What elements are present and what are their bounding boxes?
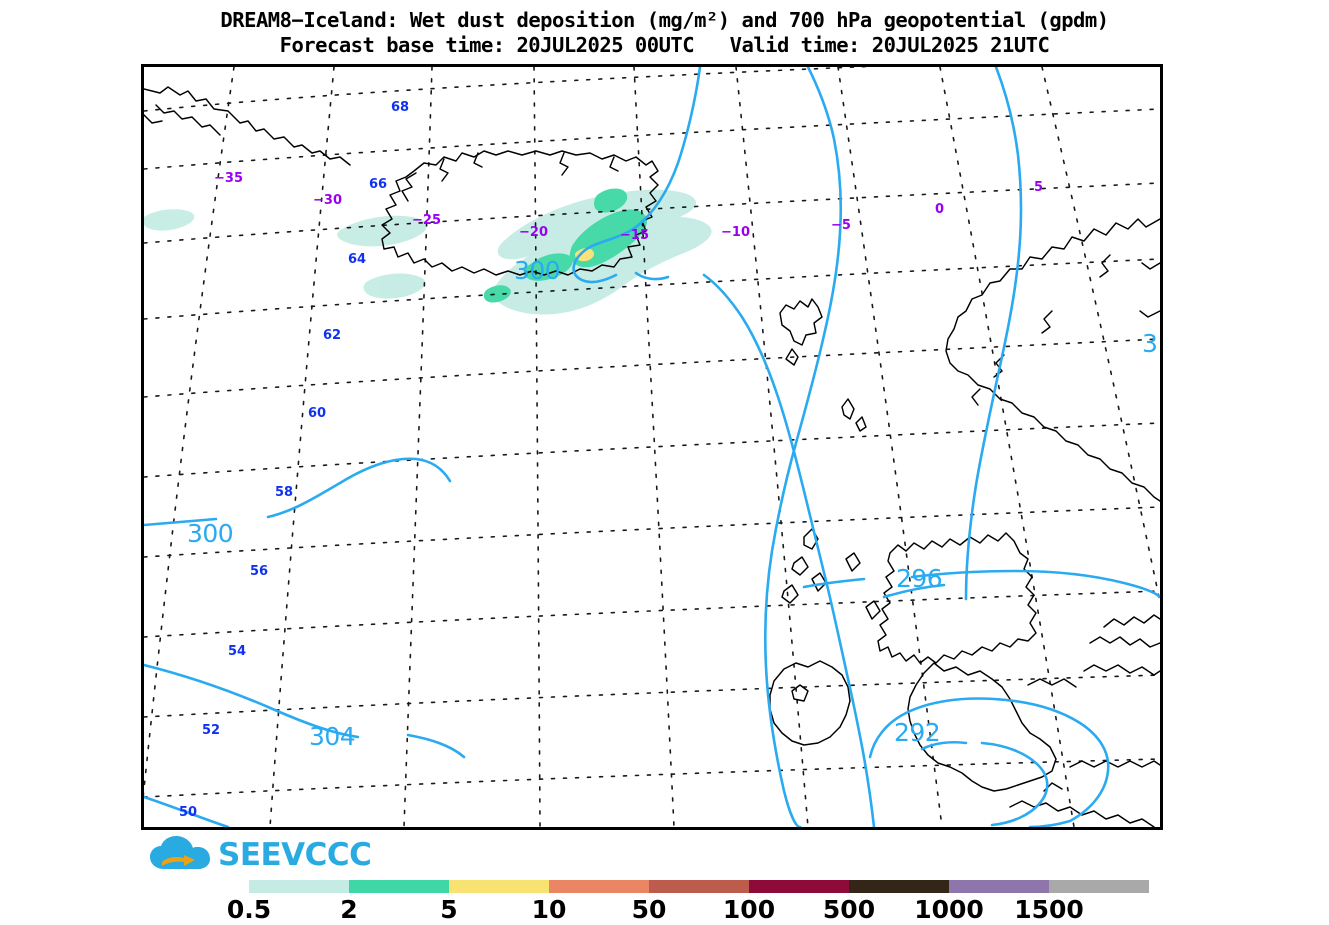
colorbar-strip	[249, 880, 1149, 893]
contour-label: 304	[309, 722, 356, 751]
colorbar-tick-label: 500	[822, 895, 876, 924]
page-subtitle: Forecast base time: 20JUL2025 00UTC Vali…	[279, 33, 1050, 57]
colorbar-segment	[949, 880, 1049, 893]
logo-text: SEEVCCC	[218, 836, 372, 873]
lon-label: −35	[214, 171, 243, 186]
colorbar-segment	[1049, 880, 1149, 893]
page-title: DREAM8−Iceland: Wet dust deposition (mg/…	[220, 8, 1109, 32]
contour-label: 300	[187, 519, 234, 548]
colorbar-segment	[749, 880, 849, 893]
colorbar-segment	[349, 880, 449, 893]
lat-label: 62	[323, 328, 342, 343]
lat-label: 54	[228, 644, 247, 659]
colorbar-tick-label: 10	[531, 895, 567, 924]
lat-label: 58	[275, 485, 294, 500]
cloud-icon	[148, 835, 212, 875]
map-canvas	[144, 67, 1160, 827]
dust-deposition-field	[144, 188, 712, 315]
contour-label: 292	[894, 718, 941, 747]
colorbar: 0.5 2 5 10 50 100 500 1000 1500	[0, 876, 1329, 925]
lat-label: 60	[308, 406, 327, 421]
contour-label: 3	[1142, 329, 1158, 358]
colorbar-tick-label: 2	[340, 895, 358, 924]
lat-label: 66	[369, 177, 388, 192]
colorbar-segment	[249, 880, 349, 893]
lon-label: −5	[831, 218, 851, 233]
lat-label: 68	[391, 100, 410, 115]
lat-label: 52	[202, 723, 221, 738]
lat-label: 64	[348, 252, 367, 267]
map-plot-area[interactable]: −35 −30 −25 −20 −15 −10 −5 0 5 68 66 64 …	[141, 64, 1163, 830]
colorbar-segment	[849, 880, 949, 893]
contour-label: 300	[514, 256, 561, 285]
geopotential-contours	[144, 67, 1160, 827]
colorbar-tick-label: 100	[722, 895, 776, 924]
colorbar-tick-label: 0.5	[226, 895, 272, 924]
lon-label: −20	[519, 225, 548, 240]
colorbar-tick-label: 1000	[914, 895, 984, 924]
lat-label: 56	[250, 564, 269, 579]
graticule-lines	[144, 67, 1160, 827]
lon-label: −15	[620, 228, 649, 243]
lon-label: 0	[935, 202, 945, 217]
lon-label: −30	[313, 193, 342, 208]
lon-label: 5	[1034, 180, 1044, 195]
colorbar-tick-label: 1500	[1014, 895, 1084, 924]
lon-label: −10	[721, 225, 750, 240]
contour-label: 296	[896, 564, 943, 593]
colorbar-segment	[449, 880, 549, 893]
lon-label: −25	[412, 213, 441, 228]
colorbar-tick-label: 50	[631, 895, 667, 924]
colorbar-segment	[549, 880, 649, 893]
colorbar-tick-label: 5	[440, 895, 458, 924]
seevccc-logo: SEEVCCC	[148, 832, 378, 878]
lat-label: 50	[179, 805, 198, 820]
chart-title-block: DREAM8−Iceland: Wet dust deposition (mg/…	[0, 8, 1329, 58]
colorbar-tick-labels: 0.5 2 5 10 50 100 500 1000 1500	[0, 895, 1329, 925]
colorbar-segment	[649, 880, 749, 893]
